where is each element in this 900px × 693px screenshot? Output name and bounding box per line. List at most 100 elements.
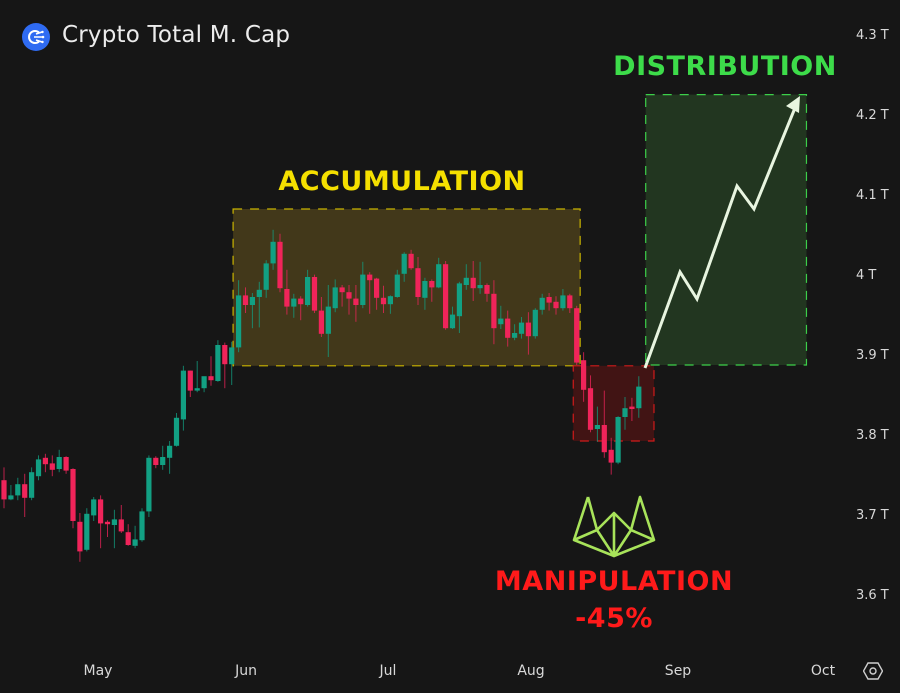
candle-up — [173, 417, 180, 446]
candle-down — [608, 449, 614, 463]
candle-down — [553, 301, 559, 309]
candle-down — [222, 345, 228, 365]
candle-down — [574, 308, 580, 363]
candle-up — [15, 484, 21, 496]
candle-up — [256, 289, 262, 297]
candle-down — [429, 281, 435, 288]
candle-up — [132, 539, 138, 546]
projection-arrow — [643, 102, 799, 369]
candle-down — [629, 406, 635, 409]
candle-up — [463, 277, 469, 285]
candle-up — [29, 472, 35, 498]
candle-up — [111, 519, 117, 525]
candle-down — [367, 274, 373, 281]
candle-down — [484, 285, 490, 294]
x-tick-label: Oct — [810, 663, 836, 679]
candle-up — [215, 345, 221, 381]
candle-up — [201, 376, 207, 389]
y-tick-label: 3.8 T — [856, 428, 889, 443]
accumulation-label: ACCUMULATION — [278, 166, 526, 197]
candle-up — [270, 241, 276, 264]
candle-up — [139, 511, 145, 541]
candle-up — [456, 283, 462, 317]
candle-up — [305, 277, 311, 305]
candle-up — [636, 386, 642, 409]
candle-down — [601, 425, 607, 453]
candle-down — [567, 295, 573, 309]
hexagon-settings-icon[interactable] — [862, 661, 884, 681]
candle-up — [622, 408, 628, 417]
candle-up — [512, 333, 518, 338]
candle-up — [539, 297, 545, 310]
candle-down — [49, 463, 55, 470]
candle-down — [339, 287, 345, 293]
candle-up — [394, 274, 400, 297]
chart-title: Crypto Total M. Cap — [62, 22, 291, 48]
candle-up — [56, 457, 62, 469]
candle-up — [160, 457, 166, 465]
candle-up — [91, 499, 97, 516]
candle-down — [311, 277, 318, 311]
candle-down — [443, 264, 449, 329]
candle-down — [153, 457, 159, 465]
x-tick-label: Jul — [379, 663, 397, 679]
candle-up — [180, 370, 186, 420]
candle-up — [167, 445, 173, 458]
y-tick-label: 4.2 T — [856, 108, 889, 123]
candle-down — [118, 519, 124, 532]
y-tick-label: 4.3 T — [856, 28, 889, 43]
candle-down — [581, 360, 587, 390]
manipulation-change-label: -45% — [575, 603, 653, 634]
y-tick-label: 3.6 T — [856, 588, 889, 603]
candle-down — [125, 532, 131, 545]
candle-down — [408, 253, 414, 269]
candle-down — [42, 457, 48, 465]
candle-up — [291, 298, 297, 307]
candle-down — [318, 310, 324, 334]
candle-up — [236, 295, 242, 348]
candle-down — [98, 499, 104, 524]
candle-up — [387, 296, 393, 305]
manipulation-label: MANIPULATION — [494, 566, 734, 597]
candle-down — [415, 268, 421, 297]
candle-down — [491, 293, 497, 329]
candle-down — [353, 298, 359, 305]
y-tick-label: 3.9 T — [856, 348, 889, 363]
candle-up — [477, 285, 483, 289]
candle-up — [229, 347, 235, 365]
candle-down — [242, 295, 249, 305]
candle-up — [325, 306, 331, 334]
candle-up — [401, 253, 407, 274]
candle-up — [449, 314, 456, 329]
candle-down — [505, 318, 511, 338]
candle-up — [84, 513, 90, 550]
candle-up — [263, 263, 269, 290]
candle-down — [104, 521, 111, 525]
crypto-logo-icon — [22, 23, 50, 51]
candle-down — [277, 241, 283, 289]
candle-down — [22, 484, 28, 498]
candle-down — [525, 322, 531, 337]
candle-up — [35, 459, 42, 477]
y-tick-label: 4 T — [856, 268, 877, 283]
candle-down — [374, 278, 380, 298]
candle-up — [146, 457, 152, 512]
candle-up — [498, 318, 504, 325]
candle-up — [532, 309, 538, 337]
candle-down — [284, 289, 290, 307]
candle-up — [422, 281, 428, 298]
candle-up — [194, 388, 200, 391]
candle-up — [560, 295, 566, 309]
accumulation-zone — [232, 208, 581, 367]
candle-down — [77, 521, 83, 552]
distribution-label: DISTRIBUTION — [613, 51, 837, 82]
y-tick-label: 4.1 T — [856, 188, 889, 203]
candle-up — [594, 425, 600, 429]
distribution-zone — [645, 93, 808, 366]
x-tick-label: Sep — [664, 663, 692, 679]
candle-down — [587, 388, 594, 430]
candle-down — [546, 297, 552, 303]
candle-down — [1, 480, 7, 500]
candle-up — [436, 264, 442, 288]
